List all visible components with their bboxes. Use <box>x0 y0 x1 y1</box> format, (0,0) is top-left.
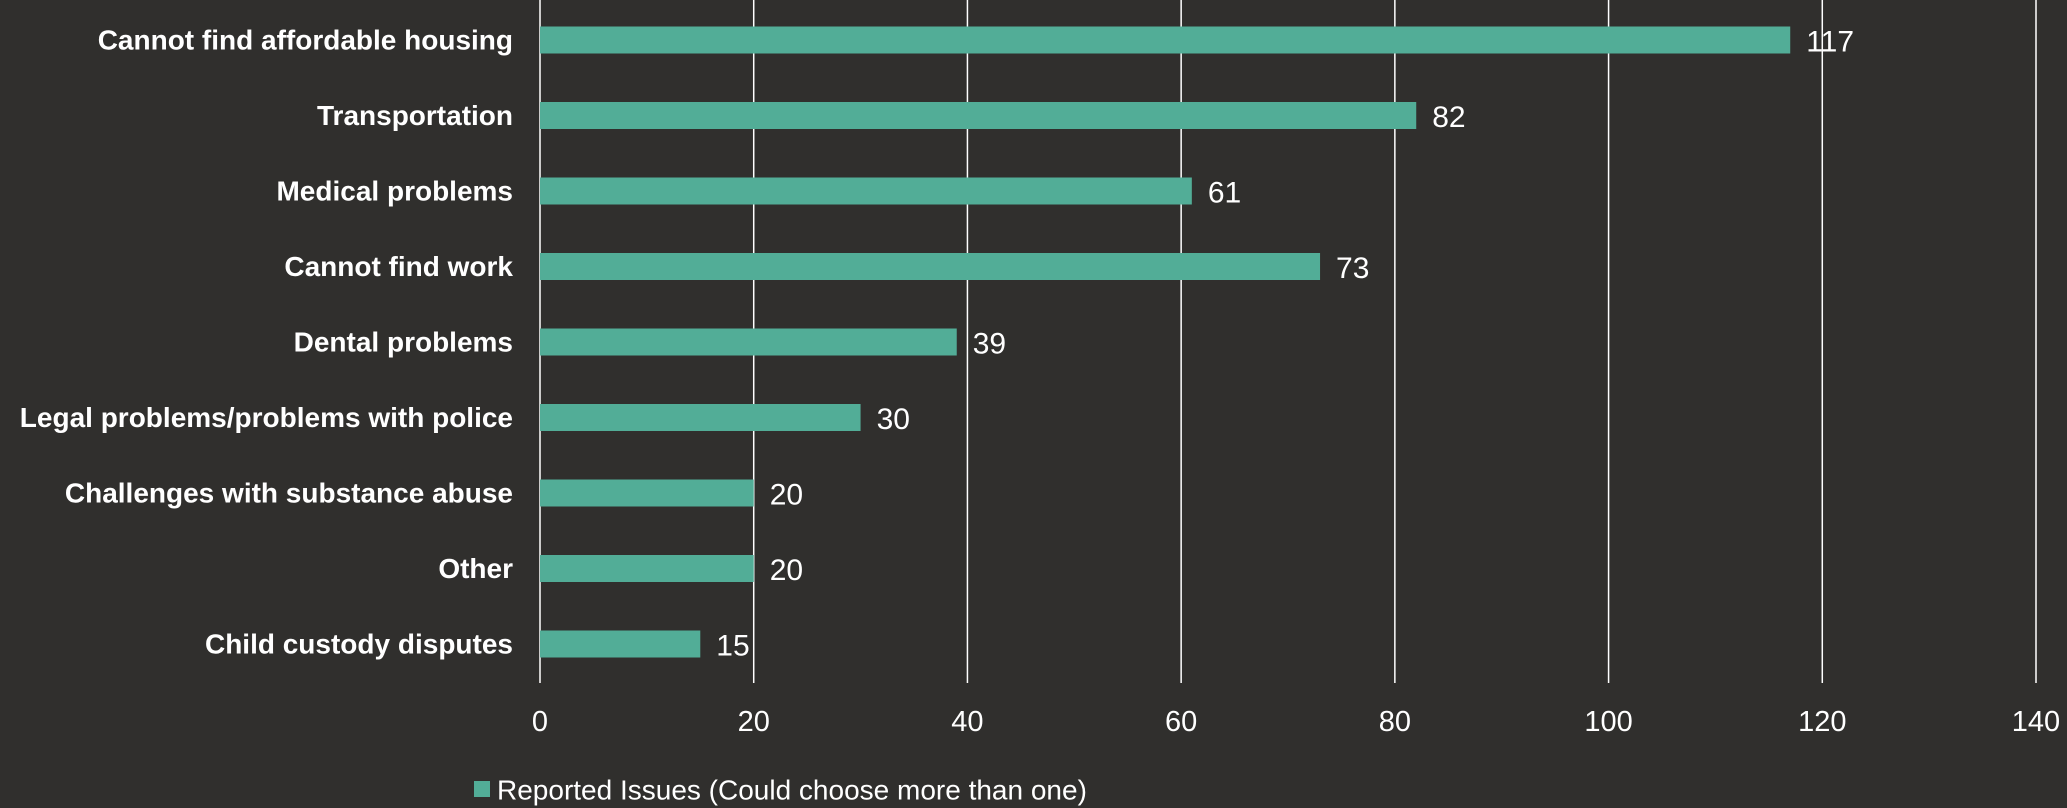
bar <box>540 630 701 658</box>
x-tick-label: 20 <box>738 706 770 738</box>
x-axis-tick-labels: 0 20 40 60 80 100 120 140 <box>532 706 2060 738</box>
bar <box>540 328 957 356</box>
bars <box>540 26 1791 658</box>
legend-swatch <box>474 781 490 797</box>
x-tick-label: 60 <box>1165 706 1197 738</box>
bar <box>540 26 1791 54</box>
data-labels: 117 82 61 73 39 30 20 20 15 <box>716 26 1854 663</box>
data-label: 30 <box>877 403 910 436</box>
x-tick-label: 140 <box>2012 706 2060 738</box>
legend: Reported Issues (Could choose more than … <box>474 775 1087 806</box>
data-label: 73 <box>1336 252 1369 285</box>
category-label: Legal problems/problems with police <box>20 402 513 433</box>
bar <box>540 177 1192 205</box>
x-tick-label: 0 <box>532 706 548 738</box>
category-label: Other <box>438 553 513 584</box>
bar <box>540 555 754 582</box>
data-label: 20 <box>770 479 803 512</box>
data-label: 117 <box>1806 26 1854 59</box>
category-labels: Cannot find affordable housing Transporta… <box>20 25 514 660</box>
category-label: Medical problems <box>276 176 513 207</box>
category-label: Dental problems <box>294 327 513 358</box>
data-label: 61 <box>1208 177 1241 210</box>
category-label: Cannot find work <box>284 251 513 282</box>
category-label: Cannot find affordable housing <box>98 25 513 56</box>
category-label: Child custody disputes <box>205 629 513 660</box>
x-tick-label: 120 <box>1798 706 1846 738</box>
bar <box>540 102 1417 129</box>
category-label: Transportation <box>317 100 513 131</box>
bar <box>540 404 861 431</box>
bar <box>540 479 754 507</box>
bar <box>540 253 1321 280</box>
legend-label: Reported Issues (Could choose more than … <box>497 775 1087 806</box>
category-label: Challenges with substance abuse <box>65 478 513 509</box>
data-label: 39 <box>973 328 1006 361</box>
x-tick-label: 100 <box>1584 706 1632 738</box>
x-tick-label: 40 <box>951 706 983 738</box>
data-label: 15 <box>716 630 749 663</box>
x-tick-label: 80 <box>1379 706 1411 738</box>
data-label: 20 <box>770 554 803 587</box>
data-label: 82 <box>1432 101 1465 134</box>
